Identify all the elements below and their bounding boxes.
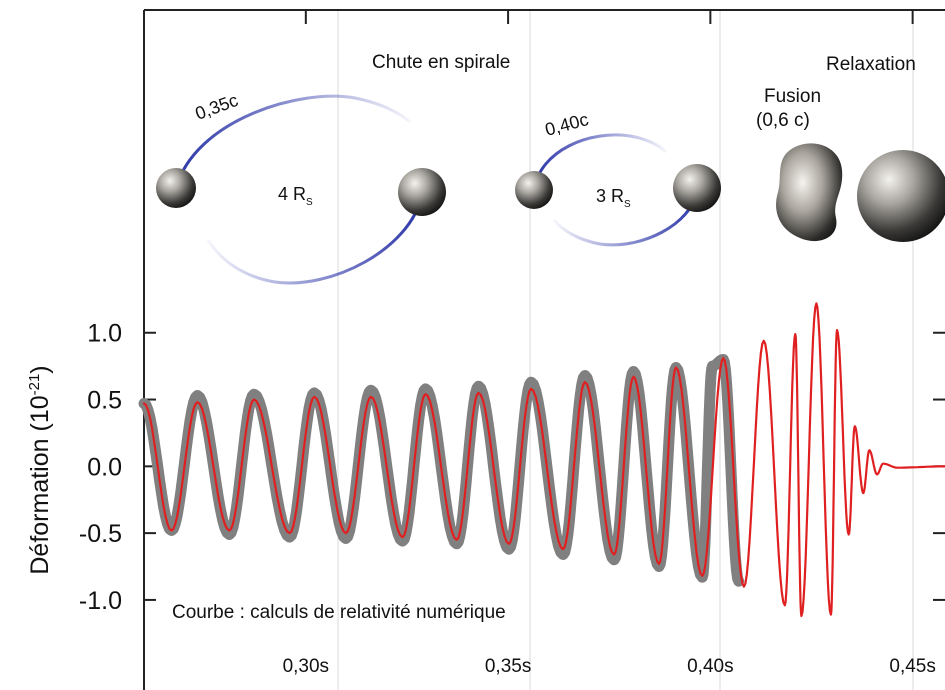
y-tick-label: -1.0: [79, 587, 122, 615]
series-line-red: [142, 302, 945, 618]
separation-label-tight: 3 RS: [596, 186, 631, 210]
x-tick-label: 0,35s: [485, 656, 531, 677]
x-ticks: 0,30s 0,35s 0,40s 0,45s: [283, 10, 936, 677]
black-hole-left: [156, 168, 196, 208]
orbit-illustration-wide: 0,35c 4 RS: [156, 90, 446, 285]
y-axis-label-exponent: -21: [26, 374, 43, 396]
phase-label-inspiral: Chute en spirale: [372, 52, 510, 73]
final-black-hole: [857, 150, 945, 242]
separation-label-tight-sub: S: [624, 199, 631, 210]
x-tick-label: 0,30s: [283, 656, 329, 677]
y-axis-label: Déformation (10-21): [26, 365, 54, 574]
orbit-arc-lower: [206, 194, 424, 285]
y-tick-label: 1.0: [87, 320, 122, 348]
y-tick-label: 0.0: [87, 453, 122, 481]
orbit-speed-label-wide: 0,35c: [193, 90, 241, 124]
y-tick-label: -0.5: [79, 520, 122, 548]
phase-label-fusion: Fusion: [764, 86, 821, 107]
orbit-arc-lower-tight: [552, 189, 699, 247]
separation-label-tight-main: 3 R: [596, 186, 624, 206]
separation-label-wide: 4 RS: [278, 184, 313, 208]
phase-label-fusion-speed: (0,6 c): [756, 110, 810, 131]
orbit-illustration-tight: 0,40c 3 RS: [515, 109, 721, 247]
black-hole-left-tight: [515, 171, 553, 209]
black-hole-right-tight: [673, 164, 721, 212]
x-tick-label: 0,40s: [687, 656, 733, 677]
orbit-arc-upper-tight: [532, 133, 668, 191]
separation-label-wide-main: 4 R: [278, 184, 306, 204]
x-tick-label: 0,45s: [889, 656, 935, 677]
series-layer: [138, 302, 945, 618]
y-tick-label: 0.5: [87, 387, 122, 415]
y-ticks: 1.0 0.5 0.0 -0.5 -1.0: [79, 320, 945, 615]
y-axis-label-main: Déformation (10: [26, 395, 54, 574]
orbit-speed-label-tight: 0,40c: [543, 109, 591, 140]
separation-label-wide-sub: S: [306, 197, 313, 208]
black-hole-right: [398, 168, 446, 216]
annotation-courbe: Courbe : calculs de relativité numérique: [172, 602, 506, 623]
phase-label-relaxation: Relaxation: [826, 54, 916, 75]
plot-area: [143, 9, 945, 690]
y-axis-label-close: ): [26, 365, 54, 373]
orbit-arc-upper: [174, 94, 411, 189]
merging-black-holes: [776, 143, 843, 242]
